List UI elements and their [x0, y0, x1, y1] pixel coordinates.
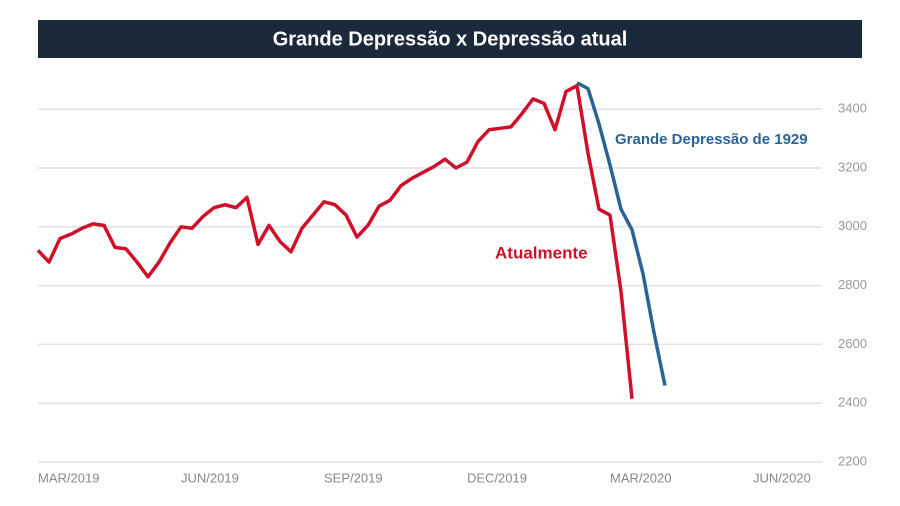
y-tick-label: 2200 — [838, 453, 867, 468]
line-series — [576, 81, 667, 386]
chart-title: Grande Depressão x Depressão atual — [273, 28, 628, 50]
x-tick-label: MAR/2019 — [38, 470, 99, 485]
x-tick-label: JUN/2020 — [753, 470, 811, 485]
y-tick-label: 2800 — [838, 277, 867, 292]
x-tick-label: SEP/2019 — [324, 470, 383, 485]
y-tick-label: 3000 — [838, 218, 867, 233]
annotation: Grande Depressão de 1929 — [615, 131, 808, 148]
y-tick-label: 2600 — [838, 336, 867, 351]
y-tick-label: 2400 — [838, 395, 867, 410]
title-banner — [38, 20, 862, 58]
y-tick-label: 3400 — [838, 101, 867, 116]
x-tick-label: JUN/2019 — [181, 470, 239, 485]
line-series — [36, 83, 634, 399]
x-tick-label: MAR/2020 — [610, 470, 671, 485]
y-tick-label: 3200 — [838, 159, 867, 174]
annotation: Atualmente — [495, 243, 588, 262]
x-tick-label: DEC/2019 — [467, 470, 527, 485]
